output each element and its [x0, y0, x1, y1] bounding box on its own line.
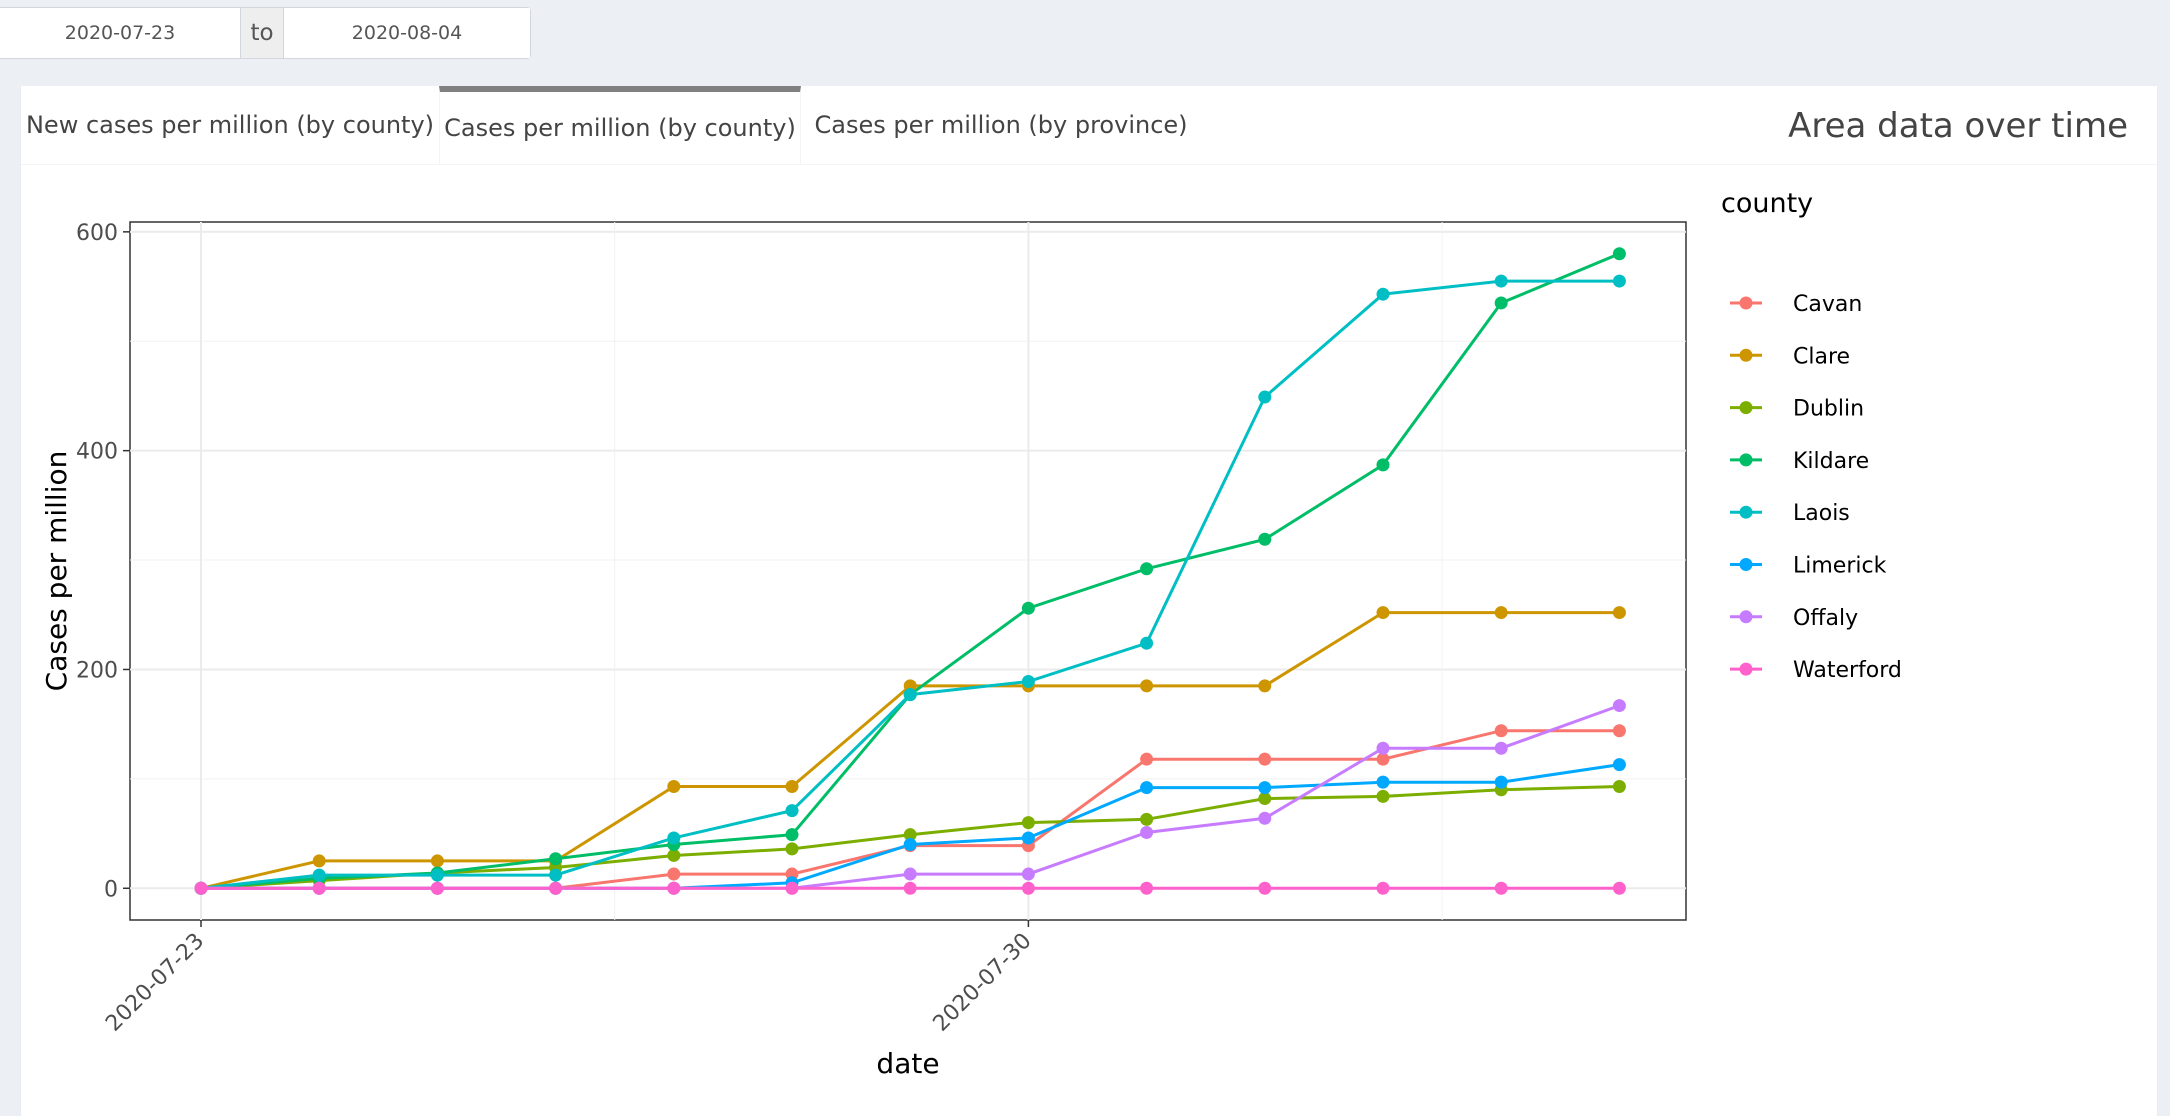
date-range-separator: to — [240, 8, 284, 58]
box-title: Area data over time — [1788, 106, 2128, 146]
date-range-input: to — [0, 7, 531, 59]
tab-box: New cases per million (by county) Cases … — [21, 86, 2157, 1116]
tab-bar: New cases per million (by county) Cases … — [21, 86, 2157, 165]
tab-new-cases-county[interactable]: New cases per million (by county) — [25, 111, 435, 139]
tab-cases-province[interactable]: Cases per million (by province) — [814, 111, 1188, 139]
start-date-input[interactable] — [0, 8, 240, 58]
tab-cases-county[interactable]: Cases per million (by county) — [439, 86, 801, 164]
end-date-input[interactable] — [284, 8, 530, 58]
